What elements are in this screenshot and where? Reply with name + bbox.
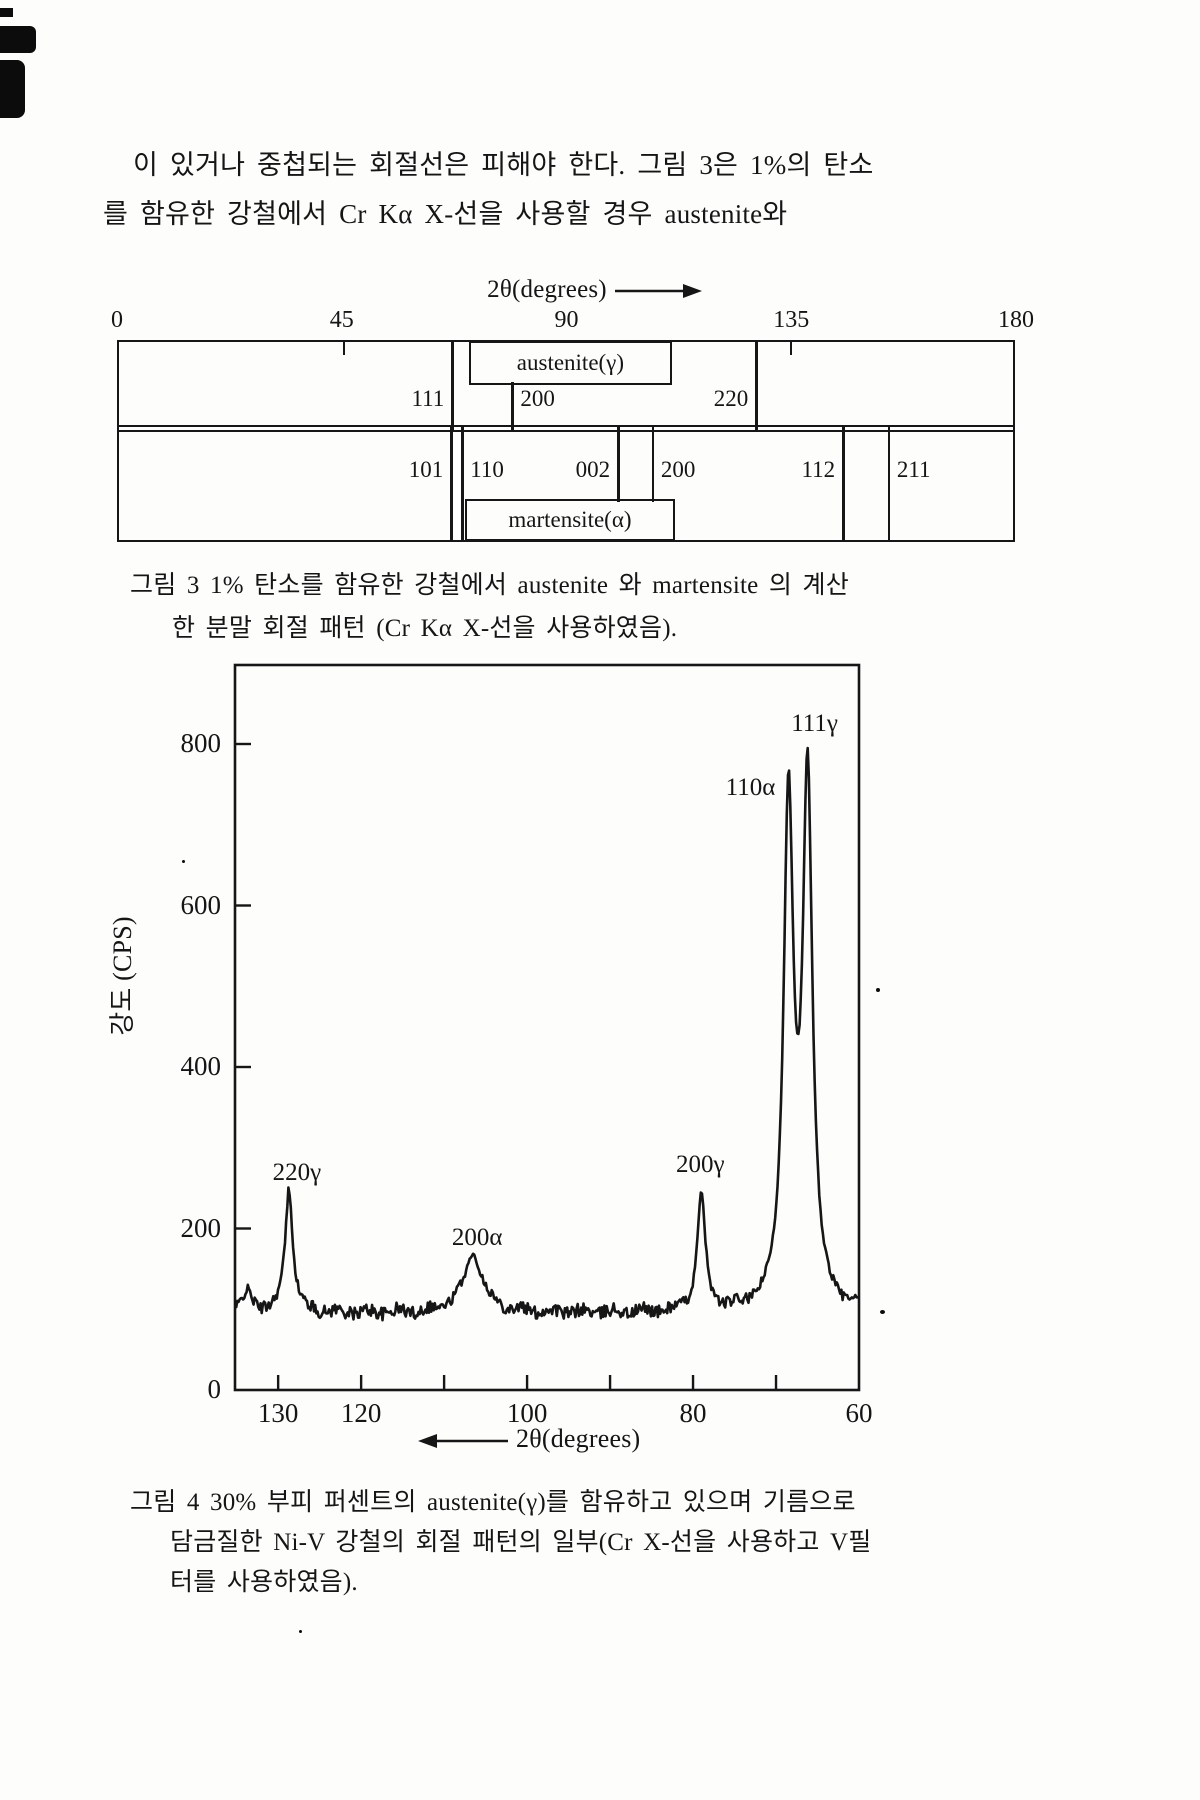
fig3-hkl-label-200: 200 [660, 457, 696, 483]
y-axis-tick-label-400: 400 [180, 1051, 222, 1081]
fig4-caption-line-1: 그림 4 30% 부피 퍼센트의 austenite(γ)를 함유하고 있으며 … [130, 1489, 856, 1516]
intro-line-1: 이 있거나 중첩되는 회절선은 피해야 한다. 그림 3은 1%의 탄소 [133, 150, 874, 180]
scan-artifact [0, 26, 36, 53]
y-axis-tick-label-600: 600 [180, 889, 222, 920]
fig3-axis-tick-row: 0 45 90 135 180 [111, 307, 1034, 337]
x-axis-title: 2θ(degrees) [516, 1424, 641, 1453]
y-axis-tick-label-0: 0 [207, 1374, 222, 1404]
peak-label-110α: 110α [725, 774, 776, 802]
scan-speck [182, 860, 185, 863]
fig3-caption-line-2: 한 분말 회절 패턴 (Cr Kα X-선을 사용하였음). [172, 615, 678, 642]
fig3-diffraction-line-101 [450, 427, 453, 541]
scan-speck [880, 1310, 885, 1314]
x-axis-tick-label-120: 120 [340, 1398, 382, 1428]
fig3-top-edge-tick [789, 342, 792, 355]
fig3-martensite-band: martensite(α) 101 110 002 200 112 211 [117, 425, 1015, 543]
fig3-hkl-label-211: 211 [896, 457, 931, 483]
peak-label-200α: 200α [451, 1223, 503, 1251]
fig3-axis-title: 2θ(degrees) [487, 276, 607, 303]
scan-artifact [0, 60, 25, 118]
fig3-hkl-label-220: 220 [713, 386, 749, 411]
fig3-martensite-label: martensite(α) [508, 507, 632, 533]
fig3-diffraction-line-110 [461, 427, 464, 541]
fig3-diffraction-line-211 [887, 427, 891, 541]
fig3-hkl-label-110: 110 [470, 457, 504, 483]
peak-label-111γ: 111γ [791, 710, 838, 737]
fig3-axis-tick-label: 180 [998, 307, 1034, 333]
peak-label-220γ: 220γ [272, 1159, 322, 1187]
x-axis-arrow-head [418, 1434, 437, 1448]
fig3-diffraction-line-200 [511, 382, 514, 430]
fig3-diffraction-line-220 [755, 342, 758, 430]
chart-curve [234, 746, 860, 1322]
x-axis-tick-label-100: 100 [506, 1398, 548, 1428]
scan-speck [299, 1630, 302, 1633]
fig3-hkl-label-101: 101 [408, 457, 444, 483]
fig3-hkl-label-200: 200 [520, 386, 555, 411]
fig3-hkl-label-112: 112 [801, 457, 836, 483]
fig3-austenite-label-box: austenite(γ) [469, 341, 672, 385]
scan-speck [876, 988, 880, 992]
chart-frame [233, 663, 861, 1392]
fig3-martensite-label-box: martensite(α) [465, 499, 675, 542]
fig3-caption-line-1: 그림 3 1% 탄소를 함유한 강철에서 austenite 와 martens… [130, 572, 849, 599]
fig3-axis-tick-label: 45 [329, 307, 354, 333]
fig3-austenite-band: austenite(γ) 111 200 220 [117, 340, 1015, 432]
fig4-caption-line-3: 터를 사용하였음). [170, 1569, 358, 1596]
x-axis-tick-label-80: 80 [679, 1398, 707, 1428]
fig3-axis-tick-label: 0 [111, 307, 123, 333]
intro-line-2: 를 함유한 강철에서 Cr Kα X-선을 사용할 경우 austenite와 [103, 199, 788, 229]
x-axis-tick-label-60: 60 [845, 1398, 873, 1428]
fig3-axis-tick-label: 135 [773, 307, 810, 333]
fig3-hkl-label-111: 111 [411, 386, 445, 411]
y-axis-tick-label-200: 200 [180, 1212, 222, 1243]
fig3-diffraction-line-002 [617, 427, 620, 503]
y-axis-title: 강도 (CPS) [108, 916, 137, 1036]
fig3-hkl-label-002: 002 [575, 457, 611, 483]
x-axis-tick-label-130: 130 [257, 1398, 299, 1428]
fig3-axis-arrow-head [683, 284, 702, 298]
fig3-top-edge-tick [342, 342, 345, 355]
fig3-diffraction-line-200 [651, 427, 655, 503]
fig3-axis-tick-label: 90 [554, 307, 579, 333]
fig3-diffraction-line-112 [842, 427, 845, 541]
figure3-diagram: 2θ(degrees) 0 45 90 135 180 austenite(γ) 111… [111, 276, 1034, 551]
fig4-caption-line-2: 담금질한 Ni-V 강철의 회절 패턴의 일부(Cr X-선을 사용하고 V필 [170, 1529, 872, 1556]
fig3-diffraction-line-111 [451, 342, 454, 430]
scan-artifact [0, 8, 13, 17]
y-axis-tick-label-800: 800 [180, 728, 222, 758]
fig3-austenite-label: austenite(γ) [516, 350, 625, 375]
peak-label-200γ: 200γ [676, 1151, 725, 1179]
